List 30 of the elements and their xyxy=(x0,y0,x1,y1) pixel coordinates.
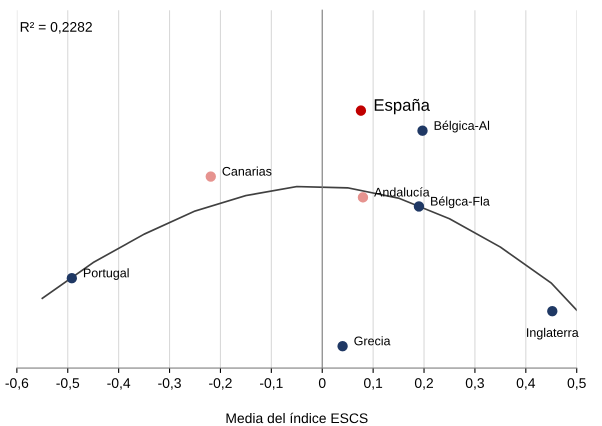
annotation: Bélgca-Fla xyxy=(431,196,490,208)
x-tick-label: 0,3 xyxy=(466,378,484,390)
annotation: Inglaterra xyxy=(527,328,579,340)
point xyxy=(414,201,424,212)
x-tick-label: 0 xyxy=(318,378,326,388)
x-tick-label: 0,2 xyxy=(414,378,433,390)
point xyxy=(337,340,348,352)
x-tick-label: -0,4 xyxy=(107,378,130,390)
annotation: España xyxy=(374,98,430,114)
x-tick-label: -0,6 xyxy=(6,378,28,390)
annotation: Grecia xyxy=(354,336,391,346)
annotation: Portugal xyxy=(84,268,129,280)
annotation: Bélgica-Al xyxy=(434,120,490,132)
x-tick-label: -0,2 xyxy=(209,378,232,390)
point xyxy=(547,306,558,316)
annotation: Andalucía xyxy=(374,187,430,197)
point xyxy=(358,192,368,203)
x-tick-label: -0,1 xyxy=(260,378,283,390)
point xyxy=(417,126,428,136)
x-tick-label: 0,1 xyxy=(364,378,382,390)
annotation: Canarias xyxy=(222,166,272,176)
x-axis-title: Media del índice ESCS xyxy=(226,412,368,424)
point xyxy=(66,273,78,284)
text: R² = 0,2282 xyxy=(20,22,92,34)
point xyxy=(356,105,366,116)
x-tick-label: 0,5 xyxy=(568,378,586,390)
x-tick-label: -0,3 xyxy=(158,378,181,390)
point xyxy=(206,171,216,182)
x-tick-label: 0,4 xyxy=(516,378,536,390)
x-tick-label: -0,5 xyxy=(56,378,80,390)
